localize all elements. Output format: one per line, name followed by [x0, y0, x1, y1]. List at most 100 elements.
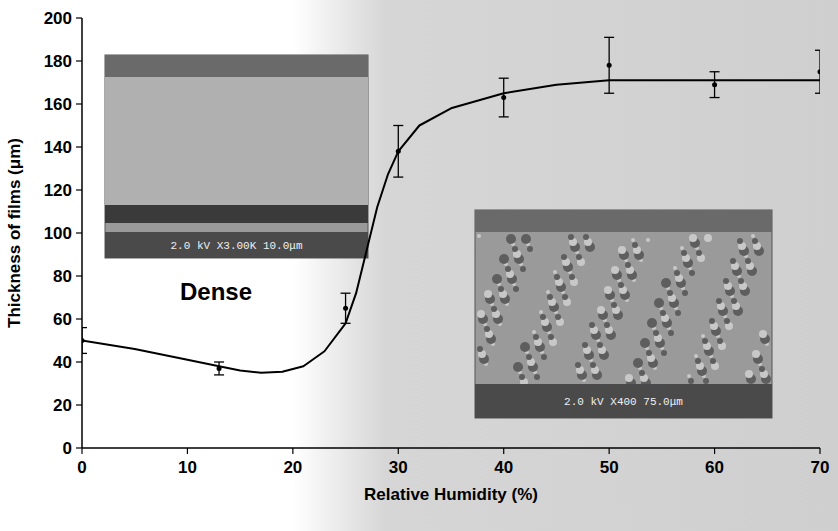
- pore: [731, 298, 737, 304]
- y-tick: [76, 275, 82, 276]
- background: [0, 0, 838, 531]
- x-tick: [398, 448, 399, 454]
- plot-data: [82, 37, 820, 375]
- y-tick: [76, 447, 82, 448]
- pore: [539, 310, 543, 314]
- pore: [661, 278, 671, 288]
- pore: [654, 298, 664, 308]
- pore: [738, 278, 744, 284]
- pore: [689, 234, 697, 242]
- pore: [759, 330, 767, 338]
- error-cap: [214, 361, 224, 362]
- x-tick: [503, 448, 504, 454]
- error-bar: [604, 37, 614, 93]
- error-cap: [341, 293, 351, 294]
- pore: [568, 234, 574, 240]
- pore: [709, 318, 715, 324]
- pore: [484, 326, 490, 332]
- y-tick-label: 120: [44, 181, 72, 200]
- y-axis-title: Thickness of films (μm): [5, 138, 24, 328]
- pore: [701, 334, 705, 338]
- y-tick-label: 20: [53, 396, 72, 415]
- pore: [527, 246, 533, 252]
- pore: [653, 330, 659, 336]
- pore: [639, 370, 645, 376]
- pore: [717, 338, 723, 344]
- error-cap: [499, 78, 509, 79]
- pore: [704, 234, 712, 242]
- y-tick-label: 100: [44, 224, 72, 243]
- pore: [667, 290, 673, 296]
- pore: [583, 234, 589, 240]
- inset-frame: [475, 210, 772, 418]
- error-bar: [214, 362, 224, 375]
- pore: [477, 234, 481, 238]
- pore: [681, 250, 687, 256]
- pore: [745, 258, 751, 264]
- film-section: [105, 77, 368, 205]
- pore: [597, 342, 603, 348]
- pore: [687, 374, 691, 378]
- error-cap: [393, 176, 403, 177]
- pore: [661, 350, 667, 356]
- pore: [646, 350, 652, 356]
- pore: [534, 374, 540, 380]
- pore: [633, 358, 643, 368]
- y-tick-label: 180: [44, 52, 72, 71]
- x-tick: [187, 448, 188, 454]
- inset-label: 2.0 kV X400 75.0μm: [564, 396, 683, 408]
- pore: [562, 294, 568, 300]
- pore: [532, 330, 536, 334]
- y-tick: [76, 232, 82, 233]
- pore: [569, 274, 575, 280]
- pore: [597, 306, 605, 314]
- y-tick: [76, 60, 82, 61]
- error-cap: [82, 353, 87, 354]
- pore: [752, 350, 760, 358]
- pore: [631, 238, 635, 242]
- pore: [499, 254, 509, 264]
- pore: [604, 286, 612, 294]
- error-cap: [82, 327, 87, 328]
- y-tick-label: 80: [53, 267, 72, 286]
- fit-curve: [82, 80, 820, 372]
- error-cap: [393, 125, 403, 126]
- pore: [526, 354, 532, 360]
- data-point: [343, 306, 348, 311]
- pore: [695, 358, 701, 364]
- x-tick-label: 70: [811, 458, 830, 477]
- pore: [548, 334, 554, 340]
- pore: [590, 362, 596, 368]
- sem-inset: 2.0 kV X3.00K 10.0μm: [105, 55, 368, 258]
- substrate: [105, 205, 368, 223]
- pore: [519, 374, 525, 380]
- error-cap: [214, 374, 224, 375]
- pore: [520, 342, 530, 352]
- error-cap: [604, 93, 614, 94]
- x-axis: [82, 447, 820, 449]
- x-tick-label: 30: [389, 458, 408, 477]
- error-bar: [499, 78, 509, 117]
- y-tick: [76, 361, 82, 362]
- pore: [582, 342, 588, 348]
- inset-label: 2.0 kV X3.00K 10.0μm: [170, 240, 302, 252]
- pore: [675, 310, 681, 316]
- pore: [647, 318, 657, 328]
- y-tick: [76, 17, 82, 18]
- pore: [702, 338, 708, 344]
- data-point: [607, 63, 612, 68]
- pore: [553, 270, 557, 274]
- pore: [484, 290, 492, 298]
- pore: [492, 274, 502, 284]
- pore: [694, 354, 698, 358]
- x-tick-label: 10: [178, 458, 197, 477]
- pore: [710, 358, 716, 364]
- inset-top: [475, 210, 772, 232]
- pore: [491, 306, 497, 312]
- pore: [611, 302, 617, 308]
- inset-bottom: [475, 384, 772, 418]
- pore: [555, 314, 561, 320]
- data-point: [818, 69, 821, 74]
- y-tick: [76, 146, 82, 147]
- x-tick: [81, 448, 82, 454]
